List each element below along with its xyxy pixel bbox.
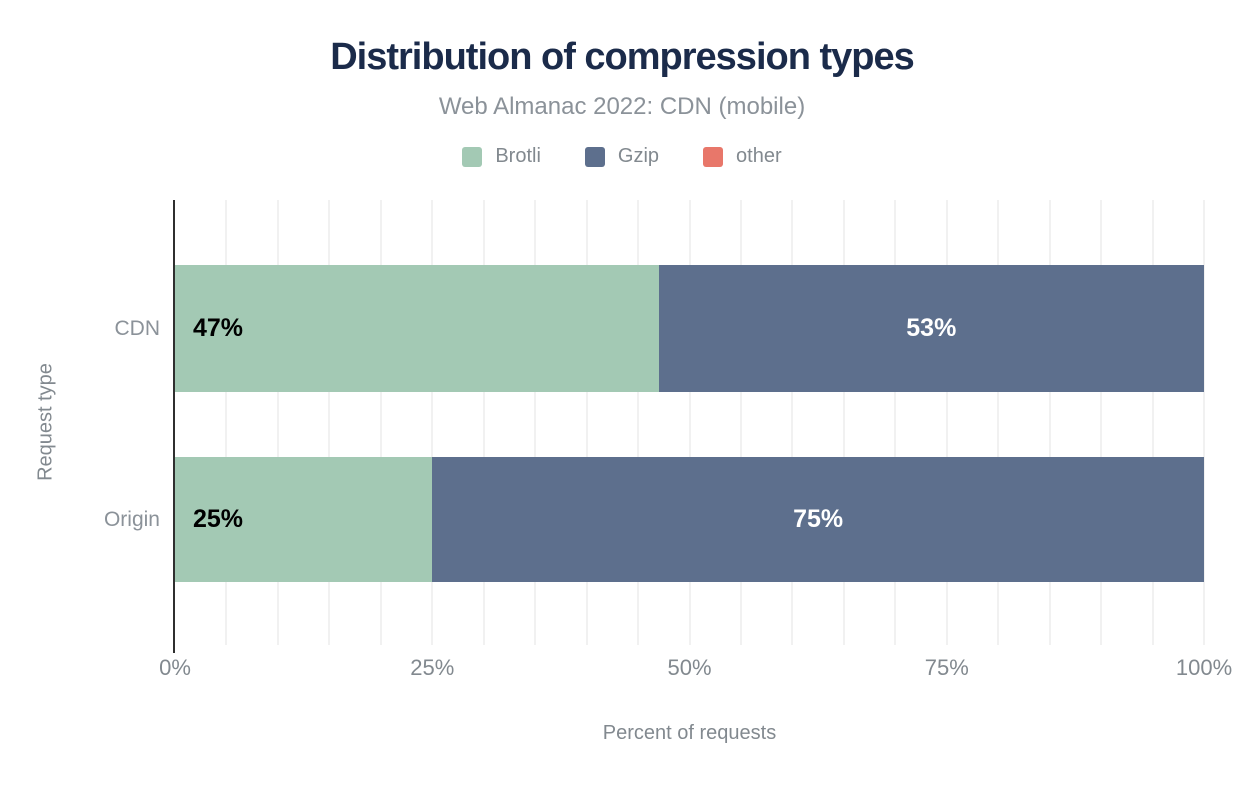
y-axis-title: Request type (34, 363, 57, 481)
category-label-cdn: CDN (114, 316, 161, 340)
legend-swatch-other (703, 146, 724, 167)
bar-segment-origin-gzip[interactable]: 75% (432, 457, 1204, 582)
x-tick-label-50: 50% (667, 655, 712, 680)
gridline-30pct (482, 200, 485, 645)
gridline-5pct (225, 200, 228, 645)
bar-value-label: 75% (793, 505, 844, 533)
gridline-35pct (534, 200, 537, 645)
bar-segment-cdn-brotli[interactable]: 47% (175, 265, 659, 392)
gridline-50pct (688, 200, 691, 645)
legend-item-gzip[interactable]: Gzip (584, 145, 660, 168)
chart-subtitle: Web Almanac 2022: CDN (mobile) (438, 93, 806, 120)
gridline-95pct (1151, 200, 1154, 645)
x-tick-label-0: 0% (159, 655, 191, 680)
gridline-90pct (1100, 200, 1103, 645)
legend-label: Brotli (495, 145, 541, 167)
chart-legend: Brotli Gzip other (0, 145, 1244, 168)
gridline-85pct (1048, 200, 1051, 645)
legend-item-brotli[interactable]: Brotli (462, 145, 541, 168)
bar-value-label: 25% (193, 505, 244, 533)
gridline-10pct (276, 200, 279, 645)
x-tick-label-75: 75% (924, 655, 969, 680)
gridline-15pct (328, 200, 331, 645)
bar-segment-origin-brotli[interactable]: 25% (175, 457, 433, 582)
gridline-80pct (997, 200, 1000, 645)
bar-origin: 25% 75% (175, 457, 1204, 582)
plot-area: 47% 53% 25% 75% (173, 200, 1205, 653)
gridline-25pct (431, 200, 434, 645)
gridline-20pct (379, 200, 382, 645)
gridline-100pct (1203, 200, 1205, 645)
legend-swatch-brotli (462, 146, 483, 167)
category-label-origin: Origin (103, 507, 160, 531)
gridline-45pct (637, 200, 640, 645)
legend-swatch-gzip (584, 146, 605, 167)
bar-cdn: 47% 53% (175, 265, 1204, 392)
gridline-65pct (842, 200, 845, 645)
x-tick-label-100: 100% (1175, 655, 1233, 680)
legend-label: Gzip (617, 145, 660, 167)
bar-value-label: 47% (193, 314, 244, 342)
x-tick-label-25: 25% (410, 655, 455, 680)
chart-title: Distribution of compression types (330, 36, 915, 78)
legend-item-other[interactable]: other (703, 145, 782, 168)
y-axis-line (173, 200, 175, 653)
bar-value-label: 53% (906, 314, 957, 342)
bar-segment-cdn-gzip[interactable]: 53% (658, 265, 1204, 392)
gridline-40pct (585, 200, 588, 645)
gridline-55pct (739, 200, 742, 645)
gridline-75pct (945, 200, 948, 645)
legend-label: other (736, 145, 782, 167)
gridline-60pct (791, 200, 794, 645)
gridline-70pct (894, 200, 897, 645)
x-axis-title: Percent of requests (602, 722, 777, 744)
